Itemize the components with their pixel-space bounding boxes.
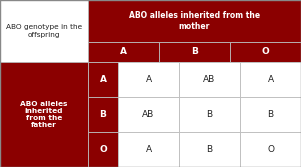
Text: A: A	[267, 75, 274, 84]
Bar	[118, 62, 179, 97]
Bar	[88, 97, 118, 132]
Bar	[159, 42, 230, 62]
Bar	[230, 42, 301, 62]
Bar	[88, 42, 301, 62]
Text: B: B	[100, 110, 107, 119]
Text: O: O	[267, 145, 274, 154]
Text: ABO genotype in the
offspring: ABO genotype in the offspring	[6, 25, 82, 38]
Bar	[179, 62, 240, 97]
Bar	[88, 132, 118, 167]
Text: A: A	[120, 47, 127, 56]
Text: ABO alleles inherited from the
mother: ABO alleles inherited from the mother	[129, 11, 260, 31]
Text: A: A	[100, 75, 107, 84]
Bar	[179, 132, 240, 167]
Text: A: A	[145, 75, 152, 84]
Bar	[240, 97, 301, 132]
Text: B: B	[206, 145, 213, 154]
Text: B: B	[191, 47, 198, 56]
Bar	[88, 62, 118, 97]
Text: AB: AB	[203, 75, 216, 84]
Bar	[0, 0, 88, 62]
Bar	[0, 62, 88, 167]
Bar	[118, 97, 179, 132]
Bar	[179, 97, 240, 132]
Bar	[240, 62, 301, 97]
Text: O: O	[99, 145, 107, 154]
Text: ABO alleles
inherited
from the
father: ABO alleles inherited from the father	[20, 101, 68, 128]
Bar	[118, 132, 179, 167]
Bar	[88, 42, 159, 62]
Text: O: O	[262, 47, 269, 56]
Bar	[240, 132, 301, 167]
Text: B: B	[206, 110, 213, 119]
Text: B: B	[267, 110, 274, 119]
Text: A: A	[145, 145, 152, 154]
Bar	[88, 0, 301, 42]
Text: AB: AB	[142, 110, 155, 119]
